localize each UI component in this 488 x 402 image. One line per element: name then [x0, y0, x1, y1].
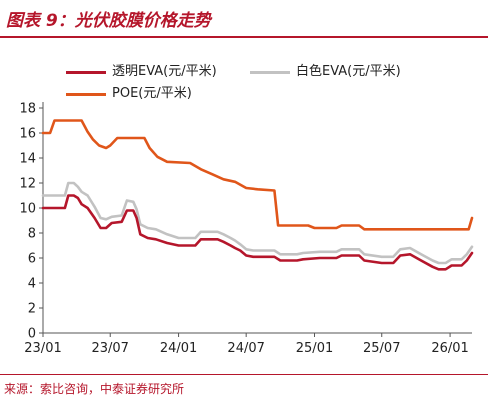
y-tick-label: 8 — [28, 227, 36, 242]
x-tick-label: 24/01 — [160, 341, 197, 356]
y-tick-label: 6 — [28, 252, 36, 267]
legend-swatch-white-eva — [250, 71, 290, 74]
source-rule — [0, 374, 488, 375]
title-rule — [0, 36, 488, 38]
series-line-clear-eva — [41, 194, 474, 271]
series-line-poe — [41, 119, 474, 231]
legend-swatch-poe — [66, 93, 106, 96]
y-tick-label: 10 — [19, 202, 36, 217]
y-tick-label: 4 — [28, 277, 36, 292]
x-tick-label: 25/07 — [363, 341, 400, 356]
x-tick-label: 24/07 — [227, 341, 264, 356]
y-tick-label: 18 — [19, 102, 36, 117]
y-tick-label: 2 — [28, 302, 36, 317]
legend-label-poe: POE(元/平米) — [112, 86, 192, 101]
x-tick-label: 23/01 — [24, 341, 61, 356]
legend-label-clear-eva: 透明EVA(元/平米) — [112, 64, 217, 79]
figure-source: 来源：索比咨询，中泰证券研究所 — [4, 382, 185, 396]
figure-title: 图表 9：光伏胶膜价格走势 — [6, 11, 211, 31]
y-tick-label: 0 — [28, 327, 36, 342]
y-tick-label: 16 — [19, 127, 36, 142]
series-line-white-eva — [41, 181, 474, 265]
legend-swatch-clear-eva — [66, 71, 106, 74]
x-tick-label: 23/07 — [91, 341, 128, 356]
y-tick-label: 12 — [19, 177, 36, 192]
x-tick-label: 26/01 — [431, 341, 468, 356]
y-tick-label: 14 — [19, 152, 36, 167]
x-tick-label: 25/01 — [296, 341, 333, 356]
legend-label-white-eva: 白色EVA(元/平米) — [296, 64, 401, 79]
